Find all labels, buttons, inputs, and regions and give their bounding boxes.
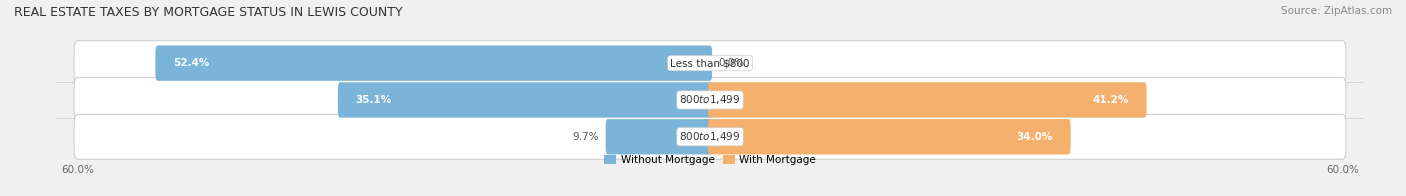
Text: 34.0%: 34.0% — [1017, 132, 1053, 142]
Legend: Without Mortgage, With Mortgage: Without Mortgage, With Mortgage — [605, 155, 815, 165]
Text: 0.0%: 0.0% — [718, 58, 745, 68]
Text: 52.4%: 52.4% — [173, 58, 209, 68]
Text: $800 to $1,499: $800 to $1,499 — [679, 93, 741, 106]
FancyBboxPatch shape — [606, 119, 713, 154]
Text: Source: ZipAtlas.com: Source: ZipAtlas.com — [1281, 6, 1392, 16]
FancyBboxPatch shape — [337, 82, 711, 118]
FancyBboxPatch shape — [75, 114, 1346, 159]
FancyBboxPatch shape — [75, 41, 1346, 86]
Text: 41.2%: 41.2% — [1092, 95, 1129, 105]
Text: 9.7%: 9.7% — [572, 132, 599, 142]
Text: REAL ESTATE TAXES BY MORTGAGE STATUS IN LEWIS COUNTY: REAL ESTATE TAXES BY MORTGAGE STATUS IN … — [14, 6, 402, 19]
Text: $800 to $1,499: $800 to $1,499 — [679, 130, 741, 143]
Text: 35.1%: 35.1% — [356, 95, 392, 105]
FancyBboxPatch shape — [707, 119, 1071, 154]
FancyBboxPatch shape — [155, 45, 711, 81]
FancyBboxPatch shape — [707, 82, 1146, 118]
FancyBboxPatch shape — [75, 77, 1346, 122]
Text: Less than $800: Less than $800 — [671, 58, 749, 68]
